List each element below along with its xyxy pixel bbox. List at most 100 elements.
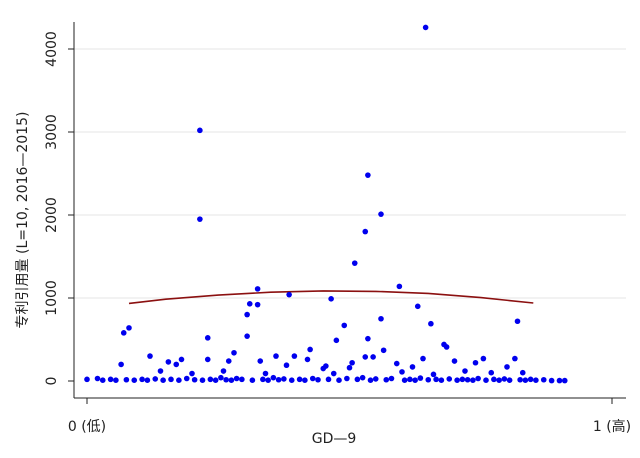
data-point [388, 375, 395, 382]
fit-line [128, 290, 534, 305]
fit-line-group [128, 290, 534, 305]
data-point [107, 376, 114, 383]
data-point [540, 376, 547, 383]
data-point [362, 228, 369, 235]
data-point [354, 376, 361, 383]
data-point [244, 333, 250, 339]
data-point [120, 330, 127, 336]
data-point [417, 375, 424, 381]
data-point [399, 369, 405, 375]
data-point [168, 376, 174, 383]
data-point [223, 376, 229, 383]
data-point [401, 377, 408, 383]
data-points [84, 24, 568, 384]
data-point [239, 376, 245, 383]
x-tick-label: 1 (高) [593, 418, 631, 435]
data-point [527, 376, 534, 383]
data-point [84, 376, 90, 383]
data-point [514, 318, 521, 325]
data-point [126, 325, 132, 331]
data-point [362, 354, 369, 360]
data-point [506, 377, 513, 383]
data-point [325, 376, 332, 383]
data-point [341, 322, 348, 329]
data-point [330, 370, 337, 377]
data-point [512, 355, 518, 362]
data-point [191, 376, 198, 383]
data-point [152, 376, 159, 382]
data-point [144, 377, 151, 383]
x-axis-title: GD—9 [312, 431, 357, 447]
data-point [433, 376, 439, 383]
data-point [160, 377, 166, 383]
data-point [197, 216, 203, 222]
data-point [273, 353, 279, 359]
data-point [475, 375, 481, 382]
data-point [351, 260, 358, 266]
data-point [307, 346, 313, 353]
y-tick-label: 1000 [44, 280, 60, 316]
data-point [275, 376, 282, 383]
data-point [204, 356, 211, 363]
data-point [94, 375, 101, 382]
data-point [178, 356, 185, 363]
data-point [139, 376, 145, 383]
y-ticks: 0 1000 2000 3000 4000 [44, 31, 74, 385]
data-point [212, 377, 219, 383]
y-tick-label: 2000 [44, 197, 60, 233]
data-point [367, 377, 374, 383]
data-point [407, 376, 413, 383]
data-point [118, 361, 124, 368]
gridlines [74, 48, 626, 299]
data-point [396, 283, 403, 290]
data-point [283, 362, 290, 369]
data-point [365, 335, 371, 342]
data-point [157, 368, 164, 374]
data-point [197, 127, 203, 134]
data-point [207, 376, 214, 383]
data-point [451, 358, 458, 364]
data-point [370, 354, 376, 360]
data-point [315, 376, 321, 383]
data-point [328, 296, 334, 302]
data-point [383, 376, 390, 383]
data-point [265, 377, 271, 383]
y-axis-title: 专利引用量 (L=10, 2016—2015) [15, 112, 31, 329]
data-point [349, 359, 355, 366]
data-point [470, 377, 476, 383]
y-tick-label: 4000 [44, 31, 60, 67]
data-point [491, 376, 497, 383]
data-point [556, 377, 563, 384]
data-point [365, 172, 371, 178]
data-point [99, 377, 106, 383]
data-point [183, 375, 190, 382]
data-point [428, 320, 434, 327]
data-point [123, 376, 130, 383]
data-point [464, 376, 471, 383]
data-point [344, 375, 350, 382]
data-point [113, 377, 119, 383]
data-point [249, 377, 256, 383]
data-point [378, 211, 384, 217]
data-point [412, 377, 418, 383]
data-point [430, 371, 437, 378]
data-point [270, 374, 277, 381]
data-point [548, 377, 555, 384]
data-point [233, 375, 240, 382]
data-point [480, 355, 487, 362]
data-point [519, 369, 526, 376]
data-point [459, 376, 466, 383]
data-point [218, 374, 224, 381]
data-point [302, 377, 308, 383]
data-point [296, 376, 303, 383]
data-point [176, 377, 182, 383]
data-point [231, 349, 237, 356]
data-point [309, 375, 316, 382]
data-point [504, 364, 510, 370]
data-point [131, 377, 138, 383]
data-point [393, 360, 400, 367]
data-point [147, 353, 153, 359]
data-point [291, 353, 298, 359]
data-point [472, 359, 479, 366]
